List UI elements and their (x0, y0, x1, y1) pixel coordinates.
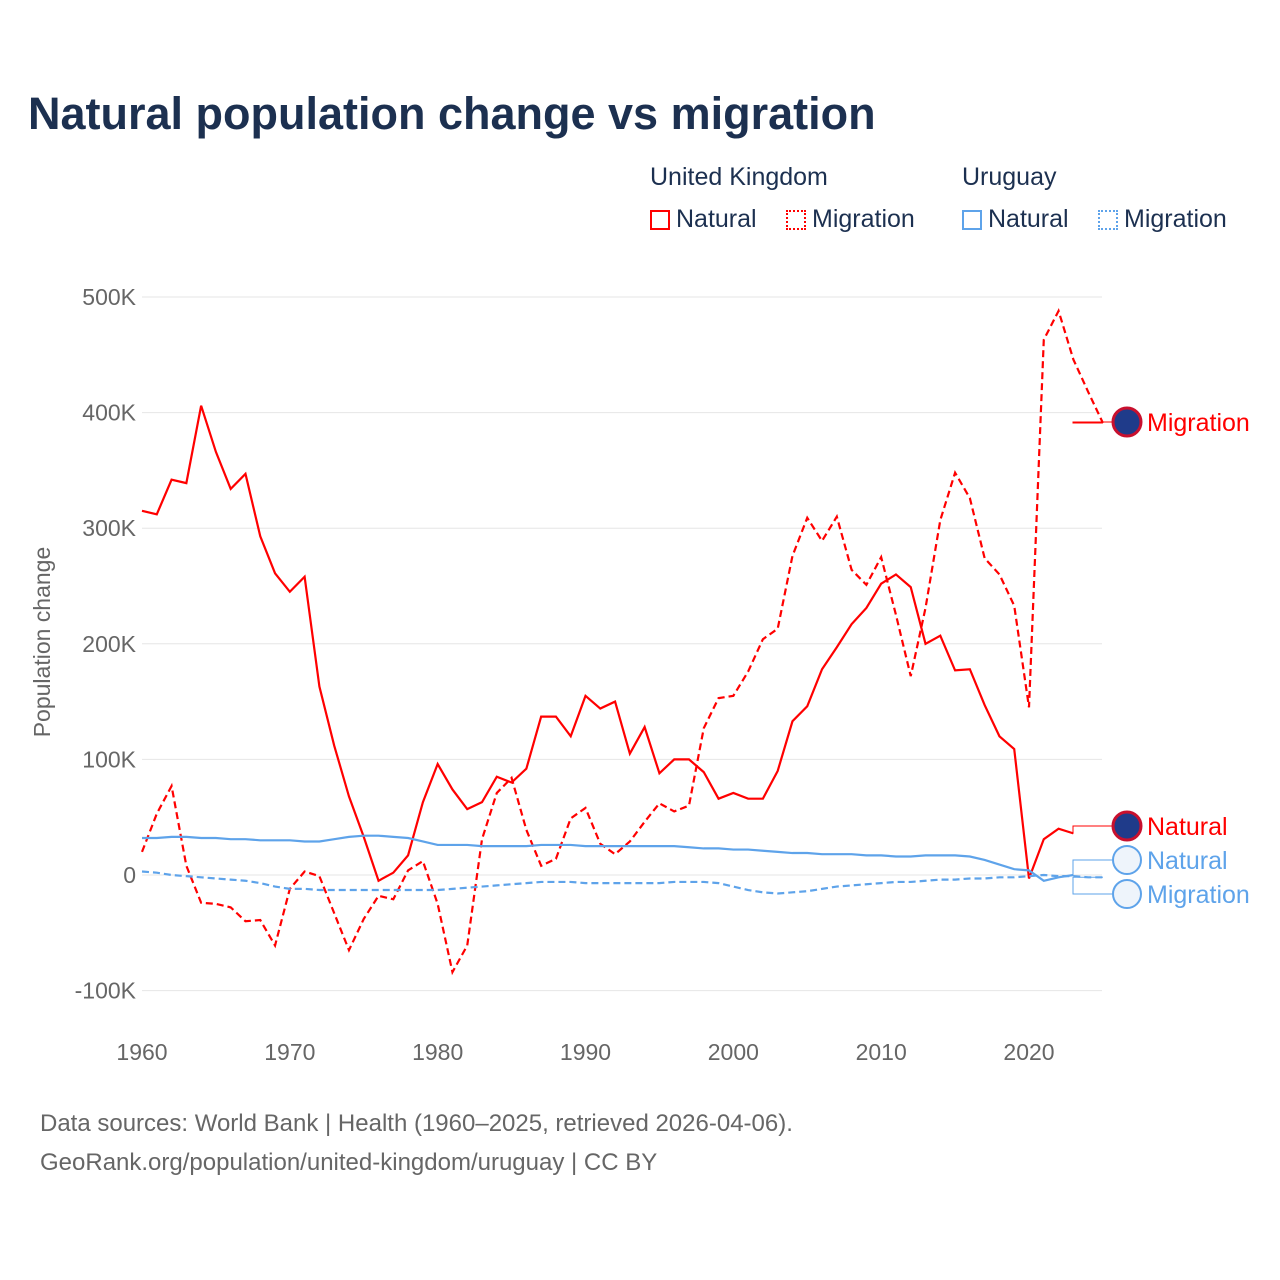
y-tick-label: 500K (82, 284, 136, 310)
x-tick-label: 1980 (412, 1039, 463, 1065)
chart-title: Natural population change vs migration (28, 88, 876, 139)
end-label: Migration (1147, 409, 1250, 437)
series-line-uruguay-natural (142, 834, 1074, 882)
uruguay-flag-icon (1112, 879, 1142, 909)
uk-flag-icon (1111, 810, 1143, 842)
y-tick-label: 400K (82, 400, 136, 426)
x-tick-label: 1990 (560, 1039, 611, 1065)
x-tick-label: 2000 (708, 1039, 759, 1065)
uruguay-flag-icon (1112, 845, 1142, 875)
legend-uy-migration[interactable]: Migration (1098, 205, 1227, 234)
x-tick-label: 2010 (856, 1039, 907, 1065)
legend-swatch-solid (962, 210, 982, 230)
end-label: Natural (1147, 847, 1228, 875)
legend-swatch-solid (650, 210, 670, 230)
legend-label: Natural (676, 205, 757, 233)
x-tick-label: 1960 (116, 1039, 167, 1065)
legend-swatch-dotted (786, 210, 806, 230)
legend-swatch-dotted (1098, 210, 1118, 230)
series-line-uruguay-migration (141, 870, 1103, 895)
x-tick-label: 2020 (1003, 1039, 1054, 1065)
legend-uy-natural[interactable]: Natural (962, 205, 1069, 234)
y-axis-label: Population change (29, 547, 55, 738)
legend-group-uk: United Kingdom (650, 163, 828, 191)
source-text: Data sources: World Bank | Health (1960–… (40, 1110, 793, 1137)
uk-flag-icon (1111, 406, 1143, 438)
legend-label: Migration (1124, 205, 1227, 233)
y-tick-label: 200K (82, 631, 136, 657)
legend-label: Migration (812, 205, 915, 233)
legend-uk-migration[interactable]: Migration (786, 205, 915, 234)
y-tick-label: -100K (75, 978, 137, 1004)
series-line-united-kingdom-migration (140, 307, 1104, 976)
label-connector (1072, 421, 1112, 424)
end-label: Natural (1147, 813, 1228, 841)
label-connector (1072, 859, 1112, 876)
end-label: Migration (1147, 881, 1250, 909)
legend-uk-natural[interactable]: Natural (650, 205, 757, 234)
x-tick-label: 1970 (264, 1039, 315, 1065)
label-connector (1072, 876, 1112, 895)
y-tick-label: 100K (82, 746, 136, 772)
y-tick-label: 300K (82, 515, 136, 541)
legend-label: Natural (988, 205, 1069, 233)
series-line-united-kingdom-natural (141, 405, 1074, 883)
label-connector (1072, 825, 1112, 834)
y-tick-label: 0 (123, 862, 136, 888)
legend-group-uruguay: Uruguay (962, 163, 1057, 191)
source-url: GeoRank.org/population/united-kingdom/ur… (40, 1149, 658, 1176)
